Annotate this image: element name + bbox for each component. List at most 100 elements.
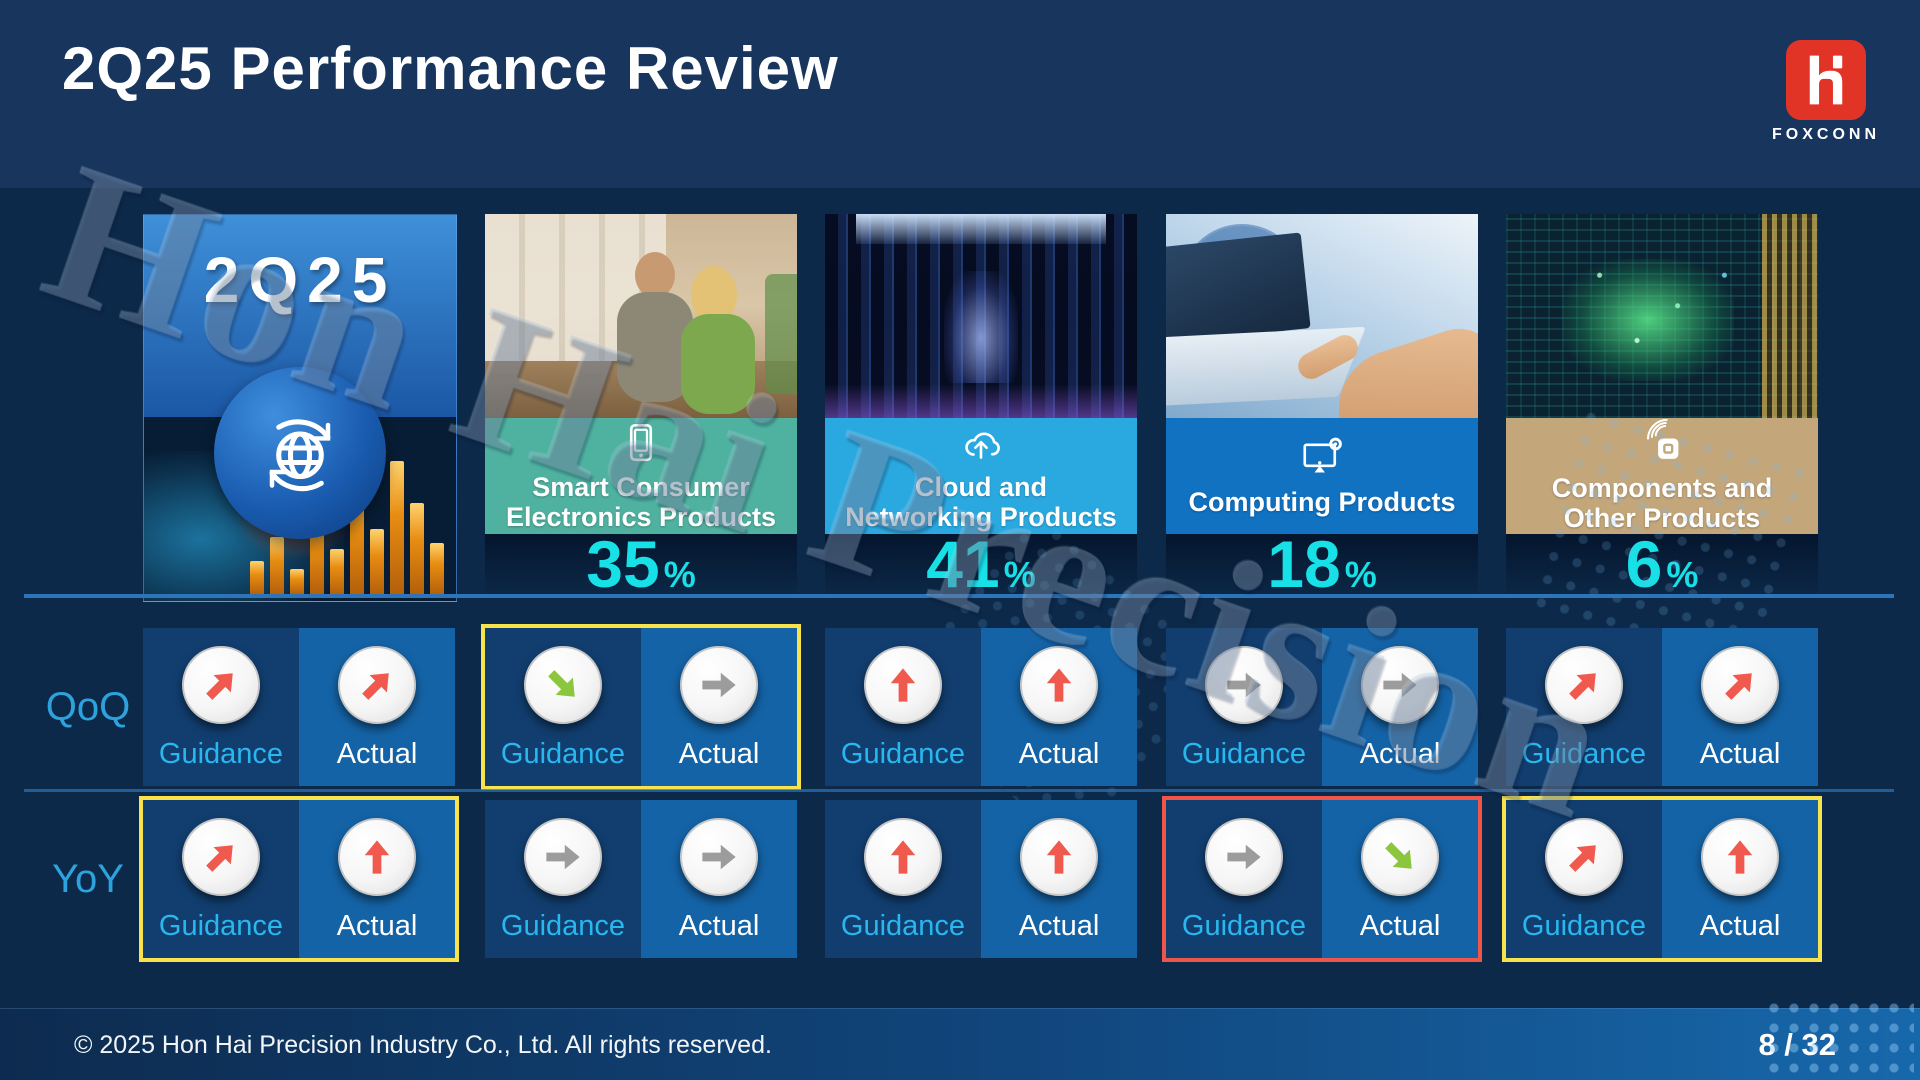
revenue-share: 35 %: [485, 527, 797, 601]
down-right-arrow-button: [524, 646, 602, 724]
share-value: 35: [586, 527, 660, 601]
row-label-yoy: YoY: [52, 856, 124, 901]
up-right-arrow-icon: [1569, 673, 1596, 700]
yoy-computing-guidance-cell: Guidance: [1166, 800, 1322, 958]
page-title: 2Q25 Performance Review: [62, 35, 839, 102]
up-arrow-button: [864, 646, 942, 724]
qoq-components-other-guidance-cell: Guidance: [1506, 628, 1662, 786]
up-arrow-icon: [1046, 840, 1072, 874]
flat-arrow-icon: [702, 672, 736, 698]
up-arrow-button: [1020, 818, 1098, 896]
laptop-touch-photo: [1166, 214, 1478, 418]
flat-arrow-icon: [546, 844, 580, 870]
revenue-share: 6 %: [1506, 527, 1818, 601]
yoy-overall-actual-cell: Actual: [299, 800, 455, 958]
qoq-overall-pair: Guidance Actual: [143, 628, 455, 786]
actual-label: Actual: [1359, 910, 1441, 942]
qoq-components-other-actual-cell: Actual: [1662, 628, 1818, 786]
qoq-components-other-pair: Guidance Actual: [1506, 628, 1818, 786]
up-right-arrow-icon: [206, 673, 233, 700]
category-banner: Components and Other Products: [1506, 418, 1818, 534]
qoq-overall-actual-cell: Actual: [299, 628, 455, 786]
actual-label: Actual: [1699, 910, 1781, 942]
halftone-dots-decoration: [1764, 998, 1914, 1080]
guidance-label: Guidance: [158, 738, 284, 770]
retail-store-photo: [485, 214, 797, 418]
row-label-qoq: QoQ: [45, 684, 131, 729]
up-right-arrow-button: [182, 646, 260, 724]
qoq-smart-consumer-actual-cell: Actual: [641, 628, 797, 786]
flat-arrow-button: [680, 818, 758, 896]
cloud-upload-icon: [954, 420, 1008, 468]
yoy-computing-actual-cell: Actual: [1322, 800, 1478, 958]
category-card-components-other: Components and Other Products 6 %: [1506, 214, 1818, 600]
up-arrow-icon: [890, 840, 916, 874]
down-right-arrow-icon: [548, 670, 575, 697]
flat-arrow-icon: [1227, 672, 1261, 698]
qoq-computing-guidance-cell: Guidance: [1166, 628, 1322, 786]
actual-label: Actual: [678, 910, 760, 942]
up-right-arrow-button: [1545, 818, 1623, 896]
qoq-cloud-networking-pair: Guidance Actual: [825, 628, 1137, 786]
up-arrow-button: [1701, 818, 1779, 896]
percent-sign: %: [1666, 554, 1699, 595]
up-arrow-button: [864, 818, 942, 896]
actual-label: Actual: [1018, 910, 1100, 942]
data-center-photo: [825, 214, 1137, 418]
category-title-line1: Smart Consumer: [532, 471, 750, 502]
yoy-components-other-actual-cell: Actual: [1662, 800, 1818, 958]
yoy-computing-pair: Guidance Actual: [1166, 800, 1478, 958]
guidance-label: Guidance: [840, 738, 966, 770]
guidance-label: Guidance: [1181, 910, 1307, 942]
up-arrow-icon: [890, 668, 916, 702]
yoy-overall-guidance-cell: Guidance: [143, 800, 299, 958]
up-right-arrow-icon: [206, 845, 233, 872]
slide-footer: © 2025 Hon Hai Precision Industry Co., L…: [0, 1008, 1920, 1080]
chip-nfc-icon: [1635, 418, 1689, 469]
up-arrow-icon: [1727, 840, 1753, 874]
flat-arrow-button: [680, 646, 758, 724]
category-title-line1: Cloud and: [915, 471, 1047, 502]
category-banner: Computing Products: [1166, 418, 1478, 534]
category-card-computing: Computing Products 18 %: [1166, 214, 1478, 600]
yoy-smart-consumer-pair: Guidance Actual: [485, 800, 797, 958]
category-card-cloud-networking: Cloud and Networking Products 41 %: [825, 214, 1137, 600]
page-number: 8 / 32: [1758, 1009, 1836, 1080]
guidance-label: Guidance: [158, 910, 284, 942]
yoy-components-other-pair: Guidance Actual: [1506, 800, 1818, 958]
actual-label: Actual: [1359, 738, 1441, 770]
guidance-label: Guidance: [500, 738, 626, 770]
foxconn-h-icon: [1786, 40, 1866, 120]
smartphone-icon: [617, 420, 665, 468]
up-right-arrow-icon: [1725, 673, 1752, 700]
actual-label: Actual: [336, 910, 418, 942]
up-arrow-icon: [364, 840, 390, 874]
divider-line: [24, 594, 1894, 598]
revenue-share: 41 %: [825, 531, 1137, 600]
slide-header: 2Q25 Performance Review FOXCONN: [0, 0, 1920, 188]
qoq-smart-consumer-guidance-cell: Guidance: [485, 628, 641, 786]
copyright-text: © 2025 Hon Hai Precision Industry Co., L…: [74, 1030, 772, 1059]
up-right-arrow-button: [1545, 646, 1623, 724]
globe-refresh-icon: [269, 419, 331, 492]
revenue-share: 18 %: [1166, 527, 1478, 601]
share-value: 18: [1267, 527, 1341, 601]
category-banner: Smart Consumer Electronics Products: [485, 418, 797, 534]
actual-label: Actual: [678, 738, 760, 770]
category-title-line1: Components and: [1551, 472, 1773, 503]
up-arrow-button: [338, 818, 416, 896]
up-arrow-icon: [1046, 668, 1072, 702]
guidance-label: Guidance: [840, 910, 966, 942]
share-value: 6: [1625, 527, 1663, 601]
qoq-cloud-networking-actual-cell: Actual: [981, 628, 1137, 786]
flat-arrow-button: [1205, 646, 1283, 724]
qoq-computing-pair: Guidance Actual: [1166, 628, 1478, 786]
yoy-smart-consumer-actual-cell: Actual: [641, 800, 797, 958]
flat-arrow-button: [1361, 646, 1439, 724]
qoq-computing-actual-cell: Actual: [1322, 628, 1478, 786]
down-right-arrow-button: [1361, 818, 1439, 896]
category-title-line2: Electronics Products: [505, 502, 777, 532]
yoy-smart-consumer-guidance-cell: Guidance: [485, 800, 641, 958]
up-right-arrow-button: [338, 646, 416, 724]
